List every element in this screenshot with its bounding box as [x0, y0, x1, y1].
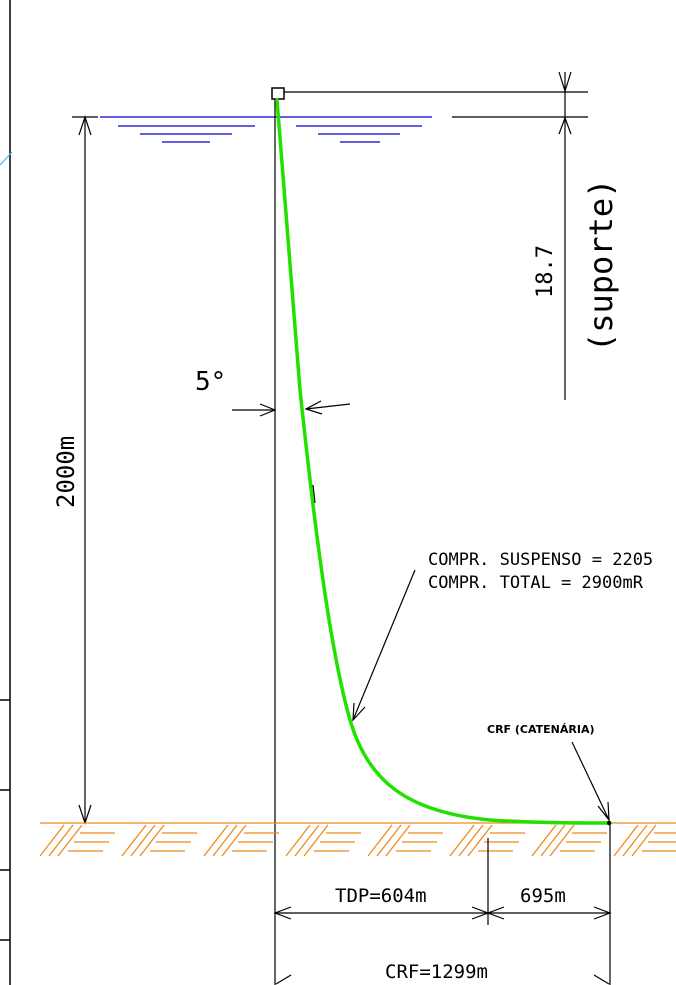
crf-marker-leader: [571, 741, 610, 822]
water-surface: [100, 116, 432, 143]
top-angle-label: 5°: [195, 367, 226, 397]
support-point-icon: [271, 87, 285, 100]
support-dimension: [558, 71, 572, 400]
water-depth-label: 2000m: [52, 436, 80, 508]
support-label: (suporte): [582, 179, 620, 352]
total-length-label: COMPR. TOTAL = 2900mR: [428, 573, 644, 593]
horizontal-dimensions: [273, 823, 612, 985]
length-callout-leader: [352, 569, 416, 722]
tdp-distance-label: TDP=604m: [335, 885, 427, 907]
crf-marker-label: CRF (CATENÁRIA): [487, 723, 595, 736]
support-value: 18.7: [533, 245, 558, 298]
suspended-length-label: COMPR. SUSPENSO = 2205: [428, 550, 653, 570]
remaining-distance-label: 695m: [520, 885, 566, 907]
cyan-fragment: [0, 151, 13, 166]
riser-catenary: [275, 98, 612, 825]
crf-distance-label: CRF=1299m: [385, 961, 488, 983]
top-angle-arrows: [232, 400, 351, 504]
drawing-frame: [0, 0, 11, 985]
seabed: [39, 822, 676, 857]
